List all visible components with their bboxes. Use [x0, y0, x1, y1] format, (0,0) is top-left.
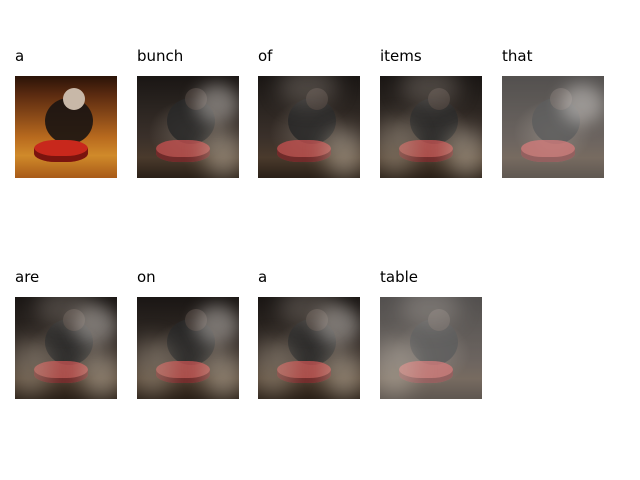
- attention-image: [258, 76, 360, 178]
- attention-image: [15, 76, 117, 178]
- caption-word: on: [137, 268, 156, 286]
- attention-image: [15, 297, 117, 399]
- attention-image: [258, 297, 360, 399]
- caption-word: table: [380, 268, 418, 286]
- caption-word: that: [502, 47, 533, 65]
- caption-word: a: [258, 268, 268, 286]
- caption-word: a: [15, 47, 25, 65]
- attention-image: [380, 297, 482, 399]
- caption-word: items: [380, 47, 422, 65]
- caption-word: of: [258, 47, 273, 65]
- attention-image: [137, 297, 239, 399]
- attention-image: [380, 76, 482, 178]
- caption-word: bunch: [137, 47, 184, 65]
- caption-word: are: [15, 268, 40, 286]
- attention-image: [137, 76, 239, 178]
- attention-image: [502, 76, 604, 178]
